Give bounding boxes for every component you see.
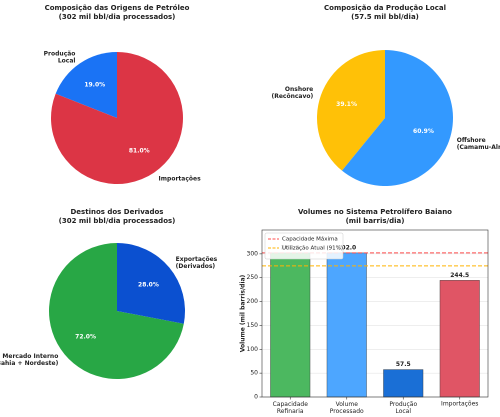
chart-subtitle: (mil barris/dia) [346,217,405,225]
chart-title: Destinos dos Derivados [71,208,164,216]
bar-value-label: 302.0 [337,244,356,251]
axes-frame [261,229,489,398]
legend-box [264,232,344,260]
x-tick-label: Importações [441,401,478,408]
y-tick-label: 0 [254,394,258,401]
slice-label: Exportações (Derivados) [176,256,218,270]
x-tick-label: Produção Local [389,401,417,415]
chart-subtitle: (57.5 mil bbl/dia) [351,13,419,21]
y-tick-label: 100 [247,346,259,353]
x-tick-label: Capacidade Refinaria [273,401,309,415]
pie-slice [55,52,117,118]
bar [326,252,367,398]
pie-slice [341,50,453,186]
y-axis-label: Volume (mil barris/dia) [240,274,247,352]
pie-slice [117,242,186,324]
bar [270,252,311,398]
slice-label: Produção Local [44,50,76,64]
chart-subtitle: (302 mil bbl/dia processados) [59,13,176,21]
slice-percent: 28.0% [138,281,159,288]
pie-slice [51,52,183,184]
pie-slice [49,243,184,379]
chart-title: Composição da Produção Local [324,4,446,12]
y-tick-label: 50 [250,370,258,377]
y-tick-label: 200 [247,298,259,305]
bar [439,280,480,398]
y-tick-label: 250 [247,274,259,281]
chart-title: Composição das Origens de Petróleo [45,4,190,12]
pie-slice [316,50,385,171]
slice-percent: 81.0% [129,147,150,154]
slice-label: Onshore (Recôncavo) [271,85,313,99]
slice-percent: 72.0% [75,334,96,341]
x-tick-label: Volume Processado [330,401,364,415]
legend-label: Capacidade Máxima [282,236,338,243]
bar-value-label: 244.5 [450,272,469,279]
slice-percent: 19.0% [84,82,105,89]
chart-title: Volumes no Sistema Petrolífero Baiano [298,208,452,216]
legend-label: Utilização Atual (91%) [282,246,343,252]
chart-subtitle: (302 mil bbl/dia processados) [59,217,176,225]
bar [383,369,424,398]
bar-value-label: 57.5 [396,361,411,368]
slice-label: Offshore(Camamu-Almada) [457,137,500,151]
slice-percent: 39.1% [336,101,357,108]
y-tick-label: 150 [247,322,259,329]
slice-label: Mercado Interno (Bahia + Nordeste) [0,353,59,367]
y-tick-label: 300 [247,250,259,257]
slice-percent: 60.9% [413,128,434,135]
slice-label: Importações [159,176,202,183]
